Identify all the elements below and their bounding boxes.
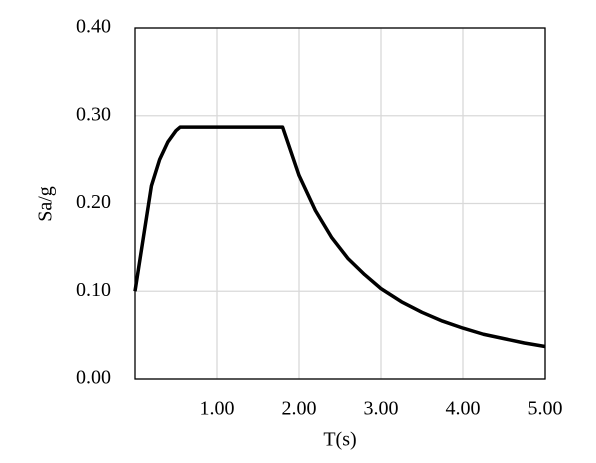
x-tick-label: 2.00 [282,398,317,420]
y-tick-label: 0.10 [76,279,111,301]
x-tick-label: 3.00 [364,398,399,420]
x-tick-label: 5.00 [528,398,563,420]
x-tick-label: 1.00 [200,398,235,420]
y-tick-label: 0.40 [76,16,111,38]
y-tick-label: 0.30 [76,103,111,125]
y-axis-label: Sa/g [35,186,57,222]
x-axis-label: T(s) [323,429,356,451]
plot-border [134,27,546,380]
data-line [133,125,546,349]
y-tick-label: 0.00 [76,367,111,389]
y-tick-label: 0.20 [76,191,111,213]
x-tick-label: 4.00 [446,398,481,420]
